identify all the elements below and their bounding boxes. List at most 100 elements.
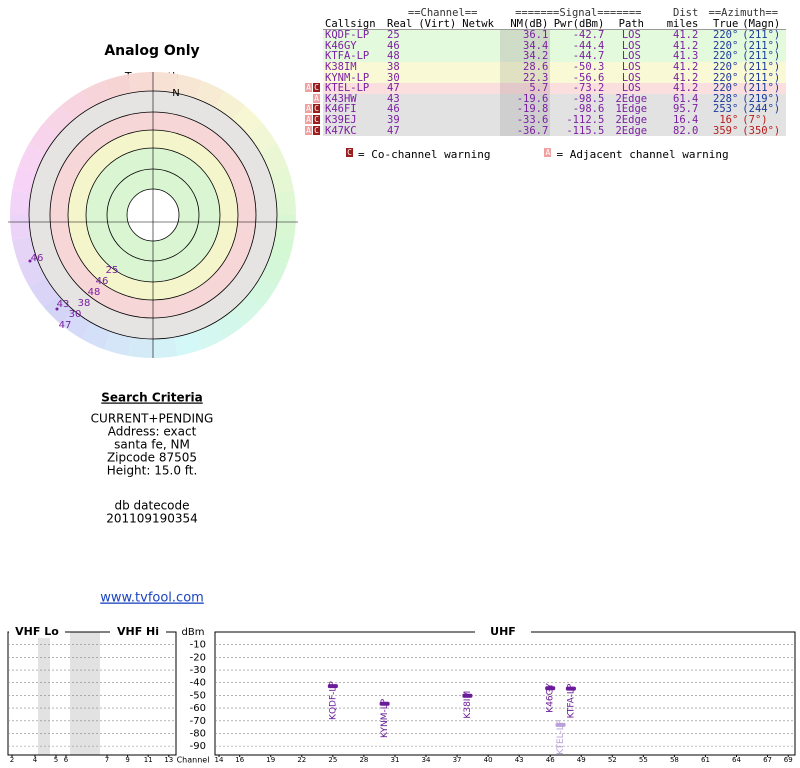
x-tick-label: 37 [453,756,462,764]
y-tick-label: -70 [190,716,206,727]
datecode-label: db datecode [114,499,189,513]
cell-dist: 41.2 [656,29,701,41]
y-tick-label: -60 [190,703,206,714]
cell-pwr: -98.5 [550,93,607,105]
cell-nm: 34.2 [500,51,551,62]
cell-magn: (211°) [740,61,787,73]
spacer [303,19,323,30]
x-tick-label: 40 [484,756,493,764]
warning-cell [303,61,323,73]
cell-pwr: -42.7 [550,29,607,41]
cell-magn: (350°) [740,125,787,137]
x-tick-label: 67 [763,756,772,764]
legend-icon: C [346,148,353,157]
column-header: Real [385,18,415,31]
warning-icon: C [313,125,320,135]
cell-path: LOS [606,61,657,73]
x-tick-label: 34 [422,756,431,764]
cell-nm: 34.4 [500,40,551,52]
cell-magn: (244°) [740,104,787,115]
x-tick-label: 7 [105,756,109,764]
column-header: Pwr(dBm) [550,18,607,31]
cell-nm: 36.1 [500,29,551,41]
station-label: 38 [78,298,91,309]
column-header: Callsign [323,18,385,31]
group-header: ==Azimuth== [708,8,779,19]
station-label: 43 [57,299,70,310]
signal-marker [327,684,338,689]
station-label: 48 [88,287,101,298]
cell-nm: -19.6 [500,93,551,105]
warning-cell [303,29,323,41]
x-tick-label: 25 [328,756,337,764]
cell-callsign: KQDF-LP [323,29,385,41]
x-tick-label: 61 [701,756,710,764]
section-bg [475,626,531,638]
cell-pwr: -98.6 [550,104,607,115]
x-tick-label: 13 [164,756,173,764]
warning-icon: A [313,93,320,103]
group-header: ==Channel== [407,8,478,19]
y-tick-label: -20 [190,652,206,663]
cell-empty [460,114,501,126]
section-label: UHF [490,625,516,638]
warning-cell [303,40,323,52]
x-tick-label: 11 [144,756,153,764]
y-tick-label: -80 [190,728,206,739]
cell-callsign: K39EJ [323,114,385,126]
criteria-line: Height: 15.0 ft. [107,464,198,478]
station-row: KTFA-LP 48 34.2 -44.7 LOS 41.3 220° (211°) [303,51,787,62]
warning-cell [303,51,323,62]
x-tick-label: 69 [784,756,793,764]
cell-empty [460,40,501,52]
cell-pwr: -56.6 [550,72,607,84]
cell-true: 359° [700,125,741,137]
cell-callsign: K43HW [323,93,385,105]
y-tick-label: -90 [190,741,206,752]
column-header: (Magn) [740,18,787,31]
cell-empty [414,72,461,84]
column-header: miles [656,18,701,31]
cell-pwr: -44.7 [550,51,607,62]
cell-real: 47 [385,83,415,94]
y-tick-label: -30 [190,665,206,676]
station-name: KTFA-LP [566,683,576,718]
station-dot [28,259,32,263]
band-gap [70,632,100,755]
cell-dist: 95.7 [656,104,701,115]
warning-cell: A [303,93,323,105]
cell-dist: 41.2 [656,61,701,73]
cell-real: 46 [385,104,415,115]
cell-real: 43 [385,93,415,105]
x-tick-label: 55 [639,756,648,764]
cell-nm: -19.8 [500,104,551,115]
warning-icon: C [313,114,320,124]
cell-empty [460,104,501,115]
signal-marker [545,686,556,691]
cell-empty [414,125,461,137]
cell-true: 228° [700,93,741,105]
x-tick-label: 5 [54,756,58,764]
signal-marker [462,693,473,698]
station-row: K38IM 38 28.6 -50.3 LOS 41.2 220° (211°) [303,61,787,73]
x-tick-label: 28 [359,756,368,764]
station-label: 46 [31,253,44,264]
cell-true: 16° [700,114,741,126]
cell-empty [460,51,501,62]
cell-real: 25 [385,29,415,41]
cell-pwr: -115.5 [550,125,607,137]
column-header: Netwk [460,18,501,31]
cell-callsign: KTEL-LP [323,83,385,94]
station-name: K38IM [463,691,473,719]
header-row: Callsign Real (Virt) Netwk NM(dB) Pwr(dBm) Pat… [303,18,787,31]
legend-icon: A [544,148,552,157]
cell-empty [460,83,501,94]
cell-callsign: K47KC [323,125,385,137]
station-row: A C K39EJ 39 -33.6 -112.5 2Edge 16.4 16° (7°) [303,114,787,126]
link[interactable]: www.tvfool.com [100,591,204,606]
cell-real: 47 [385,125,415,137]
x-tick-label: 14 [215,756,224,764]
